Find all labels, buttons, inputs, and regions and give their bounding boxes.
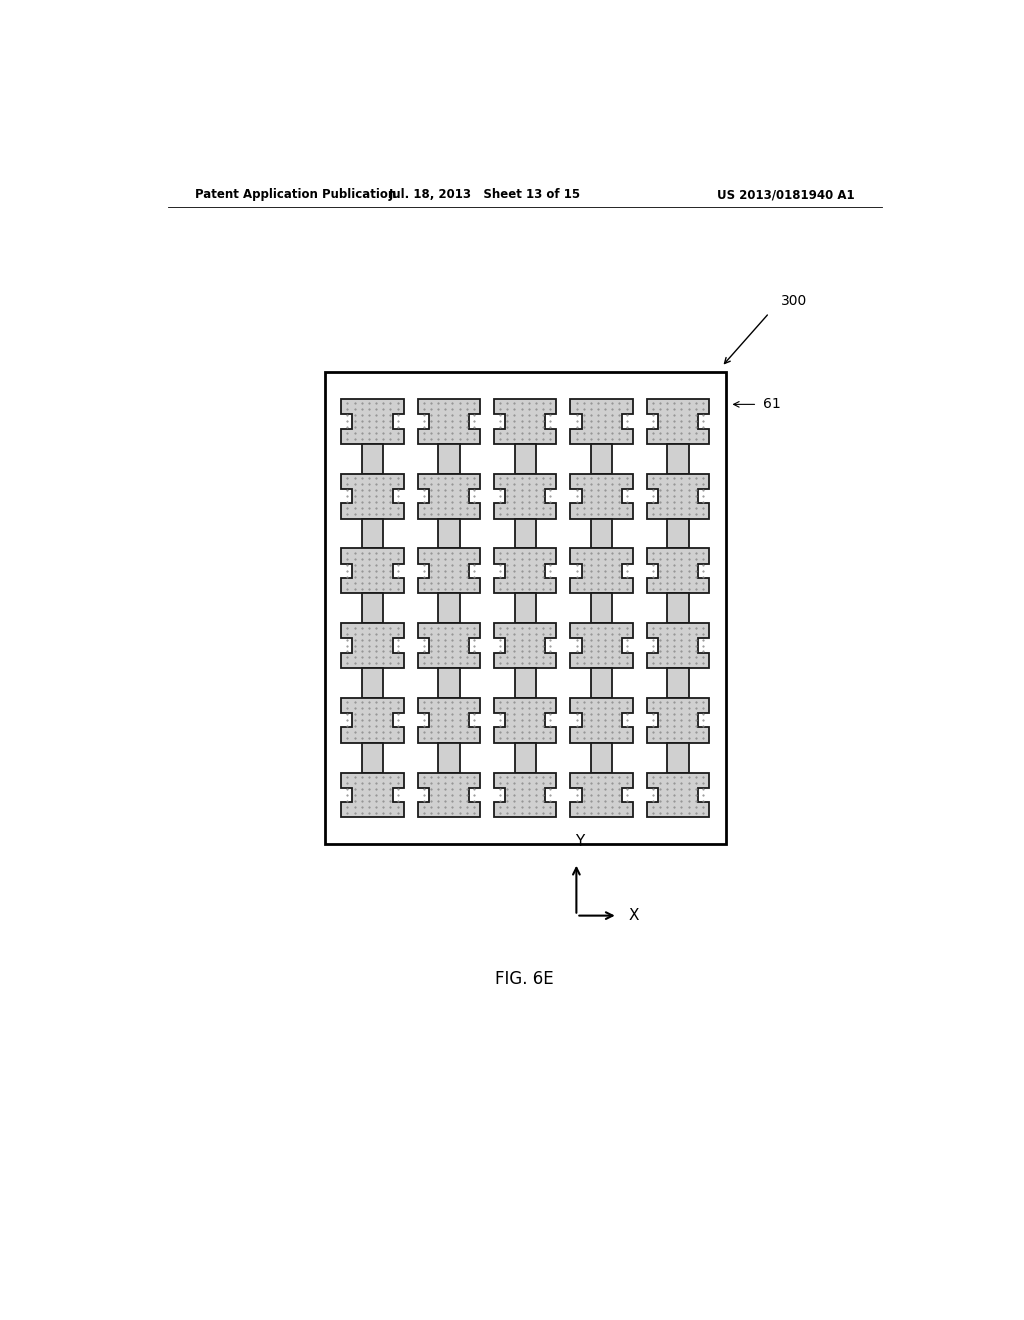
Text: FIG. 6E: FIG. 6E [496,970,554,987]
Bar [438,444,460,474]
Polygon shape [341,474,403,519]
Bar [668,519,688,548]
Polygon shape [494,548,556,593]
Text: Patent Application Publication: Patent Application Publication [196,189,396,202]
Bar [591,519,612,548]
Bar [514,519,536,548]
Text: 61: 61 [763,397,780,412]
Polygon shape [570,623,633,668]
Polygon shape [570,698,633,743]
Polygon shape [646,399,710,444]
Bar [668,668,688,698]
Text: US 2013/0181940 A1: US 2013/0181940 A1 [717,189,854,202]
Text: Jul. 18, 2013   Sheet 13 of 15: Jul. 18, 2013 Sheet 13 of 15 [389,189,582,202]
Bar [361,743,383,772]
Polygon shape [646,623,710,668]
Polygon shape [646,698,710,743]
Text: 300: 300 [781,293,807,308]
Polygon shape [494,772,556,817]
Bar [514,593,536,623]
Polygon shape [646,548,710,593]
Bar [591,444,612,474]
Polygon shape [570,548,633,593]
Polygon shape [570,474,633,519]
Bar [514,444,536,474]
Polygon shape [341,399,403,444]
Polygon shape [646,474,710,519]
Polygon shape [341,623,403,668]
Polygon shape [570,399,633,444]
Polygon shape [494,399,556,444]
Polygon shape [494,474,556,519]
Polygon shape [494,623,556,668]
Bar [438,519,460,548]
Polygon shape [341,548,403,593]
Bar [591,668,612,698]
Polygon shape [494,698,556,743]
Text: X: X [629,908,639,923]
Bar [668,593,688,623]
Bar [438,668,460,698]
Polygon shape [418,474,480,519]
Polygon shape [646,772,710,817]
Bar [438,593,460,623]
Polygon shape [341,698,403,743]
Polygon shape [418,772,480,817]
Polygon shape [418,698,480,743]
Bar [361,593,383,623]
Bar [361,519,383,548]
Bar [361,444,383,474]
Bar [591,743,612,772]
Bar [668,743,688,772]
Polygon shape [418,548,480,593]
Polygon shape [341,772,403,817]
Bar [438,743,460,772]
Polygon shape [418,399,480,444]
Bar [514,668,536,698]
Bar [591,593,612,623]
Bar [668,444,688,474]
Polygon shape [570,772,633,817]
Bar [325,372,726,845]
Bar [514,743,536,772]
Polygon shape [418,623,480,668]
Bar [361,668,383,698]
Text: Y: Y [574,833,584,849]
